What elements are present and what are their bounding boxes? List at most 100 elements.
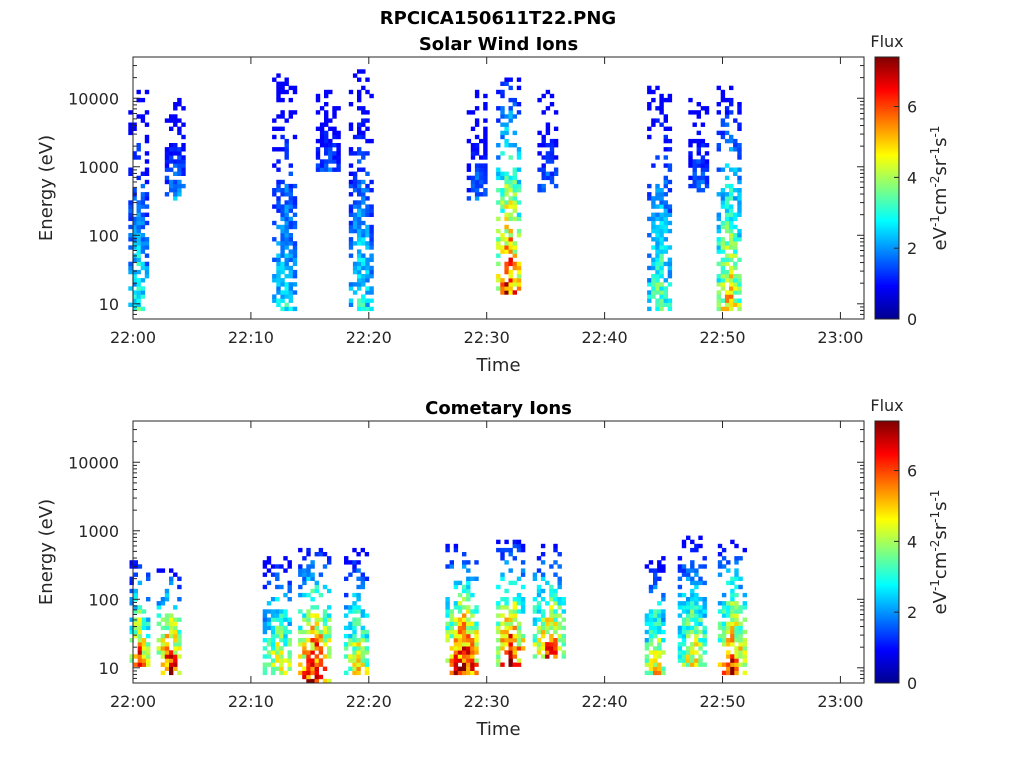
heatmap-cell (474, 560, 479, 565)
heatmap-cell (288, 257, 293, 262)
heatmap-cell (520, 605, 526, 610)
heatmap-cell (280, 147, 285, 152)
colorbar-label-part: sr (930, 522, 951, 539)
heatmap-cell (357, 204, 362, 209)
heatmap-cell (314, 613, 319, 618)
heatmap-cell (470, 638, 475, 643)
heatmap-cell (540, 654, 546, 659)
heatmap-cell (144, 151, 150, 156)
heatmap-cell (169, 126, 174, 131)
colorbar-tick-label: 2 (907, 603, 917, 622)
heatmap-cell (348, 237, 354, 242)
heatmap-cell (365, 245, 370, 250)
heatmap-cell (667, 302, 673, 307)
heatmap-cell (306, 650, 311, 655)
heatmap-cell (322, 654, 328, 659)
heatmap-cell (292, 306, 298, 312)
heatmap-cell (512, 617, 517, 622)
heatmap-cells (128, 69, 742, 312)
heatmap-cell (332, 114, 337, 119)
heatmap-cell (724, 290, 730, 295)
heatmap-cell (348, 282, 354, 287)
heatmap-cell (272, 126, 277, 131)
heatmap-cell (720, 306, 726, 312)
heatmap-cell (288, 216, 293, 222)
heatmap-cell (686, 654, 691, 659)
heatmap-cell (644, 662, 650, 667)
heatmap-cell (173, 629, 178, 635)
heatmap-cell (344, 613, 349, 618)
heatmap-cell (160, 646, 166, 651)
heatmap-cell (512, 245, 517, 250)
heatmap-cell (540, 629, 546, 635)
heatmap-cell (357, 179, 362, 185)
heatmap-cell (357, 298, 362, 303)
heatmap-cell (129, 560, 134, 565)
heatmap-cell (508, 257, 513, 262)
heatmap-cell (508, 97, 513, 103)
heatmap-cell (717, 621, 723, 626)
heatmap-cell (133, 592, 138, 598)
heatmap-cell (738, 556, 743, 561)
heatmap-cell (169, 633, 174, 639)
heatmap-cell (648, 629, 654, 635)
heatmap-cell (655, 302, 660, 307)
heatmap-cell (504, 175, 509, 181)
heatmap-cell (144, 220, 150, 226)
heatmap-cell (449, 617, 454, 622)
heatmap-cell (128, 122, 133, 127)
heatmap-cell (132, 151, 137, 156)
heatmap-cell (344, 576, 349, 581)
heatmap-cell (504, 269, 509, 275)
heatmap-cell (352, 666, 357, 671)
heatmap-cell (129, 629, 134, 635)
heatmap-cell (733, 261, 738, 267)
heatmap-cell (177, 102, 182, 107)
heatmap-cell (500, 547, 505, 553)
colorbar-title: Flux (870, 32, 903, 51)
heatmap-cell (177, 130, 182, 136)
heatmap-cell (520, 547, 526, 553)
heatmap-cell (700, 138, 706, 144)
heatmap-cell (729, 257, 734, 262)
heatmap-cell (128, 216, 133, 222)
heatmap-cell (500, 552, 505, 557)
heatmap-cell (504, 192, 509, 197)
heatmap-cell (686, 629, 691, 635)
heatmap-cell (545, 629, 550, 635)
heatmap-cell (156, 638, 161, 643)
heatmap-cell (360, 650, 365, 655)
heatmap-cell (537, 97, 542, 103)
heatmap-cell (177, 179, 182, 185)
heatmap-cell (462, 666, 467, 671)
heatmap-cell (536, 584, 542, 590)
heatmap-cell (655, 188, 660, 193)
heatmap-cell (644, 658, 650, 663)
heatmap-cell (557, 605, 562, 610)
heatmap-cell (361, 261, 366, 267)
heatmap-cell (357, 106, 362, 111)
heatmap-cell (516, 167, 522, 172)
heatmap-cell (496, 625, 501, 631)
heatmap-cell (302, 638, 307, 643)
heatmap-cell (302, 666, 307, 671)
colorbar-tick-label: 4 (907, 168, 917, 187)
heatmap-cell (466, 138, 472, 144)
heatmap-cell (540, 642, 546, 647)
heatmap-cell (453, 662, 459, 667)
heatmap-cell (500, 597, 505, 602)
heatmap-cell (651, 122, 656, 127)
heatmap-cell (500, 208, 505, 213)
heatmap-cell (729, 134, 734, 140)
heatmap-cell (500, 81, 505, 86)
heatmap-cell (474, 179, 480, 185)
heatmap-cell (737, 298, 742, 303)
colorbar-tick-label: 6 (907, 98, 917, 117)
heatmap-cell (504, 138, 509, 144)
heatmap-cell (352, 220, 358, 226)
heatmap-cell (365, 257, 370, 262)
heatmap-cell (276, 241, 281, 246)
heatmap-cell (280, 249, 285, 254)
heatmap-cell (453, 617, 459, 622)
heatmap-cell (314, 674, 319, 680)
